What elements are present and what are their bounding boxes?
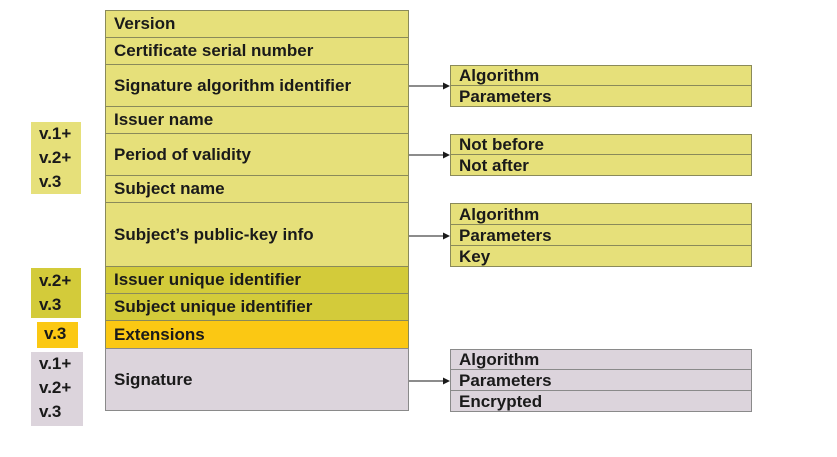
version-label-v3: v.3 [37,322,78,348]
field-issuer-name: Issuer name [105,106,409,134]
subfield-label: Algorithm [459,66,540,85]
field-label: Subject’s public-key info [114,224,314,244]
version-label-text: v.2+ [39,378,72,397]
version-label-text: v.1+ [39,124,72,143]
subfield-signature-encrypted: Encrypted [450,390,752,412]
field-issuer-unique-id: Issuer unique identifier [105,266,409,294]
subfield-pubkey-algorithm: Algorithm [450,203,752,225]
subfield-sigalg-parameters: Parameters [450,85,752,107]
version-label-text: v.3 [39,402,62,421]
field-signature: Signature [105,348,409,411]
version-label-v1: v.1+ v.2+ v.3 [31,122,81,194]
subfield-not-before: Not before [450,134,752,155]
field-subject-name: Subject name [105,175,409,203]
field-validity: Period of validity [105,133,409,176]
version-label-text: v.2+ [39,148,72,167]
field-public-key-info: Subject’s public-key info [105,202,409,267]
version-label-signature: v.1+ v.2+ v.3 [31,352,83,426]
field-label: Certificate serial number [114,41,314,60]
field-subject-unique-id: Subject unique identifier [105,293,409,321]
version-label-text: v.3 [44,324,67,343]
field-label: Signature algorithm identifier [114,75,352,95]
subfield-not-after: Not after [450,154,752,176]
subfield-label: Not before [459,135,544,154]
field-label: Extensions [114,324,205,344]
field-extensions: Extensions [105,320,409,349]
field-version: Version [105,10,409,38]
field-label: Subject unique identifier [114,297,313,316]
subfield-pubkey-key: Key [450,245,752,267]
version-label-text: v.3 [39,295,62,314]
subfield-label: Key [459,246,491,266]
subfield-label: Parameters [459,370,552,390]
subfield-label: Encrypted [459,391,543,411]
field-label: Signature [114,369,193,389]
subfield-label: Parameters [459,86,552,106]
field-label: Issuer name [114,110,214,129]
field-signature-algorithm: Signature algorithm identifier [105,64,409,107]
version-label-v2: v.2+ v.3 [31,268,81,318]
field-serial-number: Certificate serial number [105,37,409,65]
field-label: Issuer unique identifier [114,270,302,289]
version-label-text: v.3 [39,172,62,191]
version-label-text: v.1+ [39,354,72,373]
field-label: Period of validity [114,144,251,164]
subfield-label: Algorithm [459,204,540,224]
subfield-label: Not after [459,155,529,175]
subfield-label: Parameters [459,225,552,245]
version-label-text: v.2+ [39,271,72,290]
field-label: Version [114,14,176,33]
subfield-label: Algorithm [459,350,540,369]
field-label: Subject name [114,179,225,198]
